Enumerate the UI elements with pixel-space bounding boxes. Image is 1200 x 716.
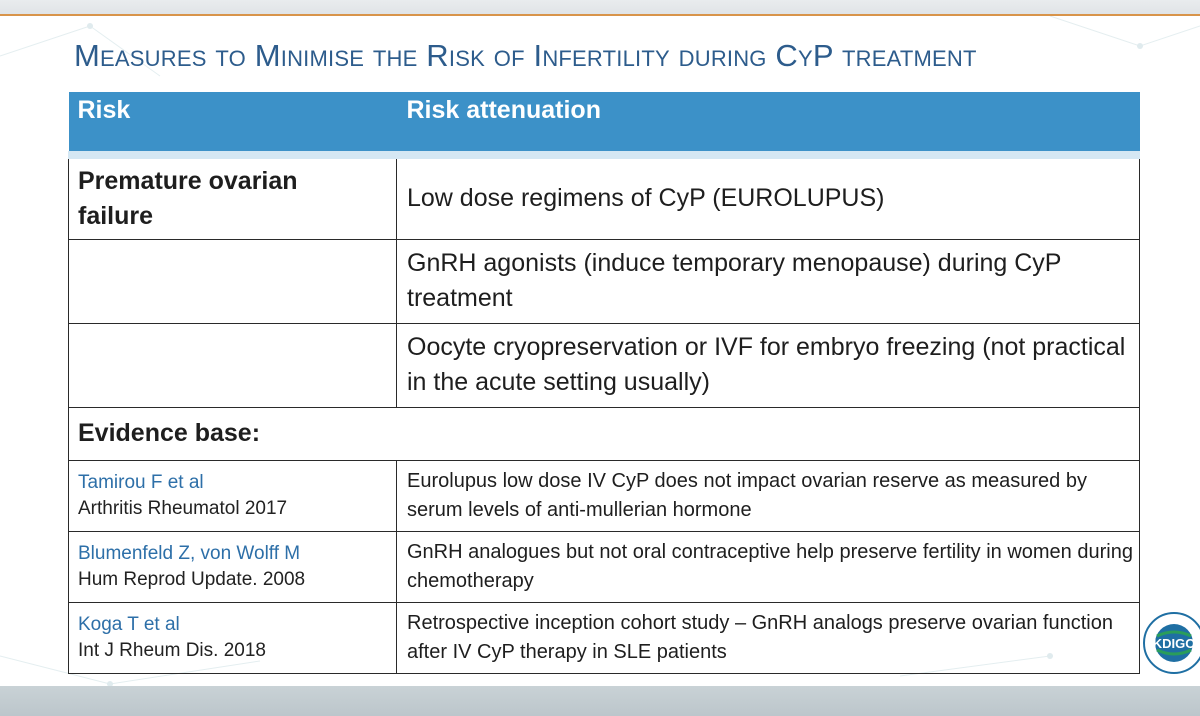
reference-author: Blumenfeld Z, von Wolff M	[78, 542, 301, 564]
evidence-heading: Evidence base:	[68, 406, 1140, 461]
table-row: Blumenfeld Z, von Wolff M Hum Reprod Upd…	[68, 530, 1140, 603]
evidence-reference-2: Blumenfeld Z, von Wolff M Hum Reprod Upd…	[68, 530, 397, 603]
reference-author: Koga T et al	[78, 613, 180, 635]
table-row: Koga T et al Int J Rheum Dis. 2018 Retro…	[68, 601, 1140, 674]
attenuation-3: Oocyte cryopreservation or IVF for embry…	[396, 322, 1140, 408]
bottom-window-strip	[0, 686, 1200, 716]
evidence-finding-2: GnRH analogues but not oral contraceptiv…	[396, 530, 1140, 603]
reference-author: Tamirou F et al	[78, 471, 204, 493]
reference-journal: Int J Rheum Dis. 2018	[78, 639, 266, 661]
reference-journal: Hum Reprod Update. 2008	[78, 568, 306, 590]
evidence-reference-3: Koga T et al Int J Rheum Dis. 2018	[68, 601, 397, 674]
evidence-reference-1: Tamirou F et al Arthritis Rheumatol 2017	[68, 459, 397, 532]
evidence-finding-3: Retrospective inception cohort study – G…	[396, 601, 1140, 674]
risk-premature-ovarian-failure: Premature ovarian failure	[68, 154, 397, 240]
slide-title: Measures to Minimise the Risk of Inferti…	[74, 38, 977, 73]
kdigo-logo: KDIGO	[1143, 612, 1200, 674]
slide: Measures to Minimise the Risk of Inferti…	[0, 14, 1200, 687]
table-row: GnRH agonists (induce temporary menopaus…	[68, 238, 1140, 324]
empty-risk-cell	[68, 238, 397, 324]
header-risk: Risk	[68, 92, 397, 159]
top-window-strip	[0, 0, 1200, 16]
table-row: Tamirou F et al Arthritis Rheumatol 2017…	[68, 459, 1140, 532]
evidence-heading-row: Evidence base:	[68, 406, 1140, 461]
svg-text:KDIGO: KDIGO	[1153, 636, 1196, 651]
attenuation-2: GnRH agonists (induce temporary menopaus…	[396, 238, 1140, 324]
evidence-finding-1: Eurolupus low dose IV CyP does not impac…	[396, 459, 1140, 532]
table-header-row: Risk Risk attenuation	[68, 92, 1140, 159]
risk-table: Risk Risk attenuation Premature ovarian …	[68, 92, 1140, 674]
table-row: Premature ovarian failure Low dose regim…	[68, 154, 1140, 240]
attenuation-1: Low dose regimens of CyP (EUROLUPUS)	[396, 154, 1140, 240]
empty-risk-cell	[68, 322, 397, 408]
table-row: Oocyte cryopreservation or IVF for embry…	[68, 322, 1140, 408]
header-risk-attenuation: Risk attenuation	[396, 92, 1140, 159]
reference-journal: Arthritis Rheumatol 2017	[78, 497, 288, 519]
